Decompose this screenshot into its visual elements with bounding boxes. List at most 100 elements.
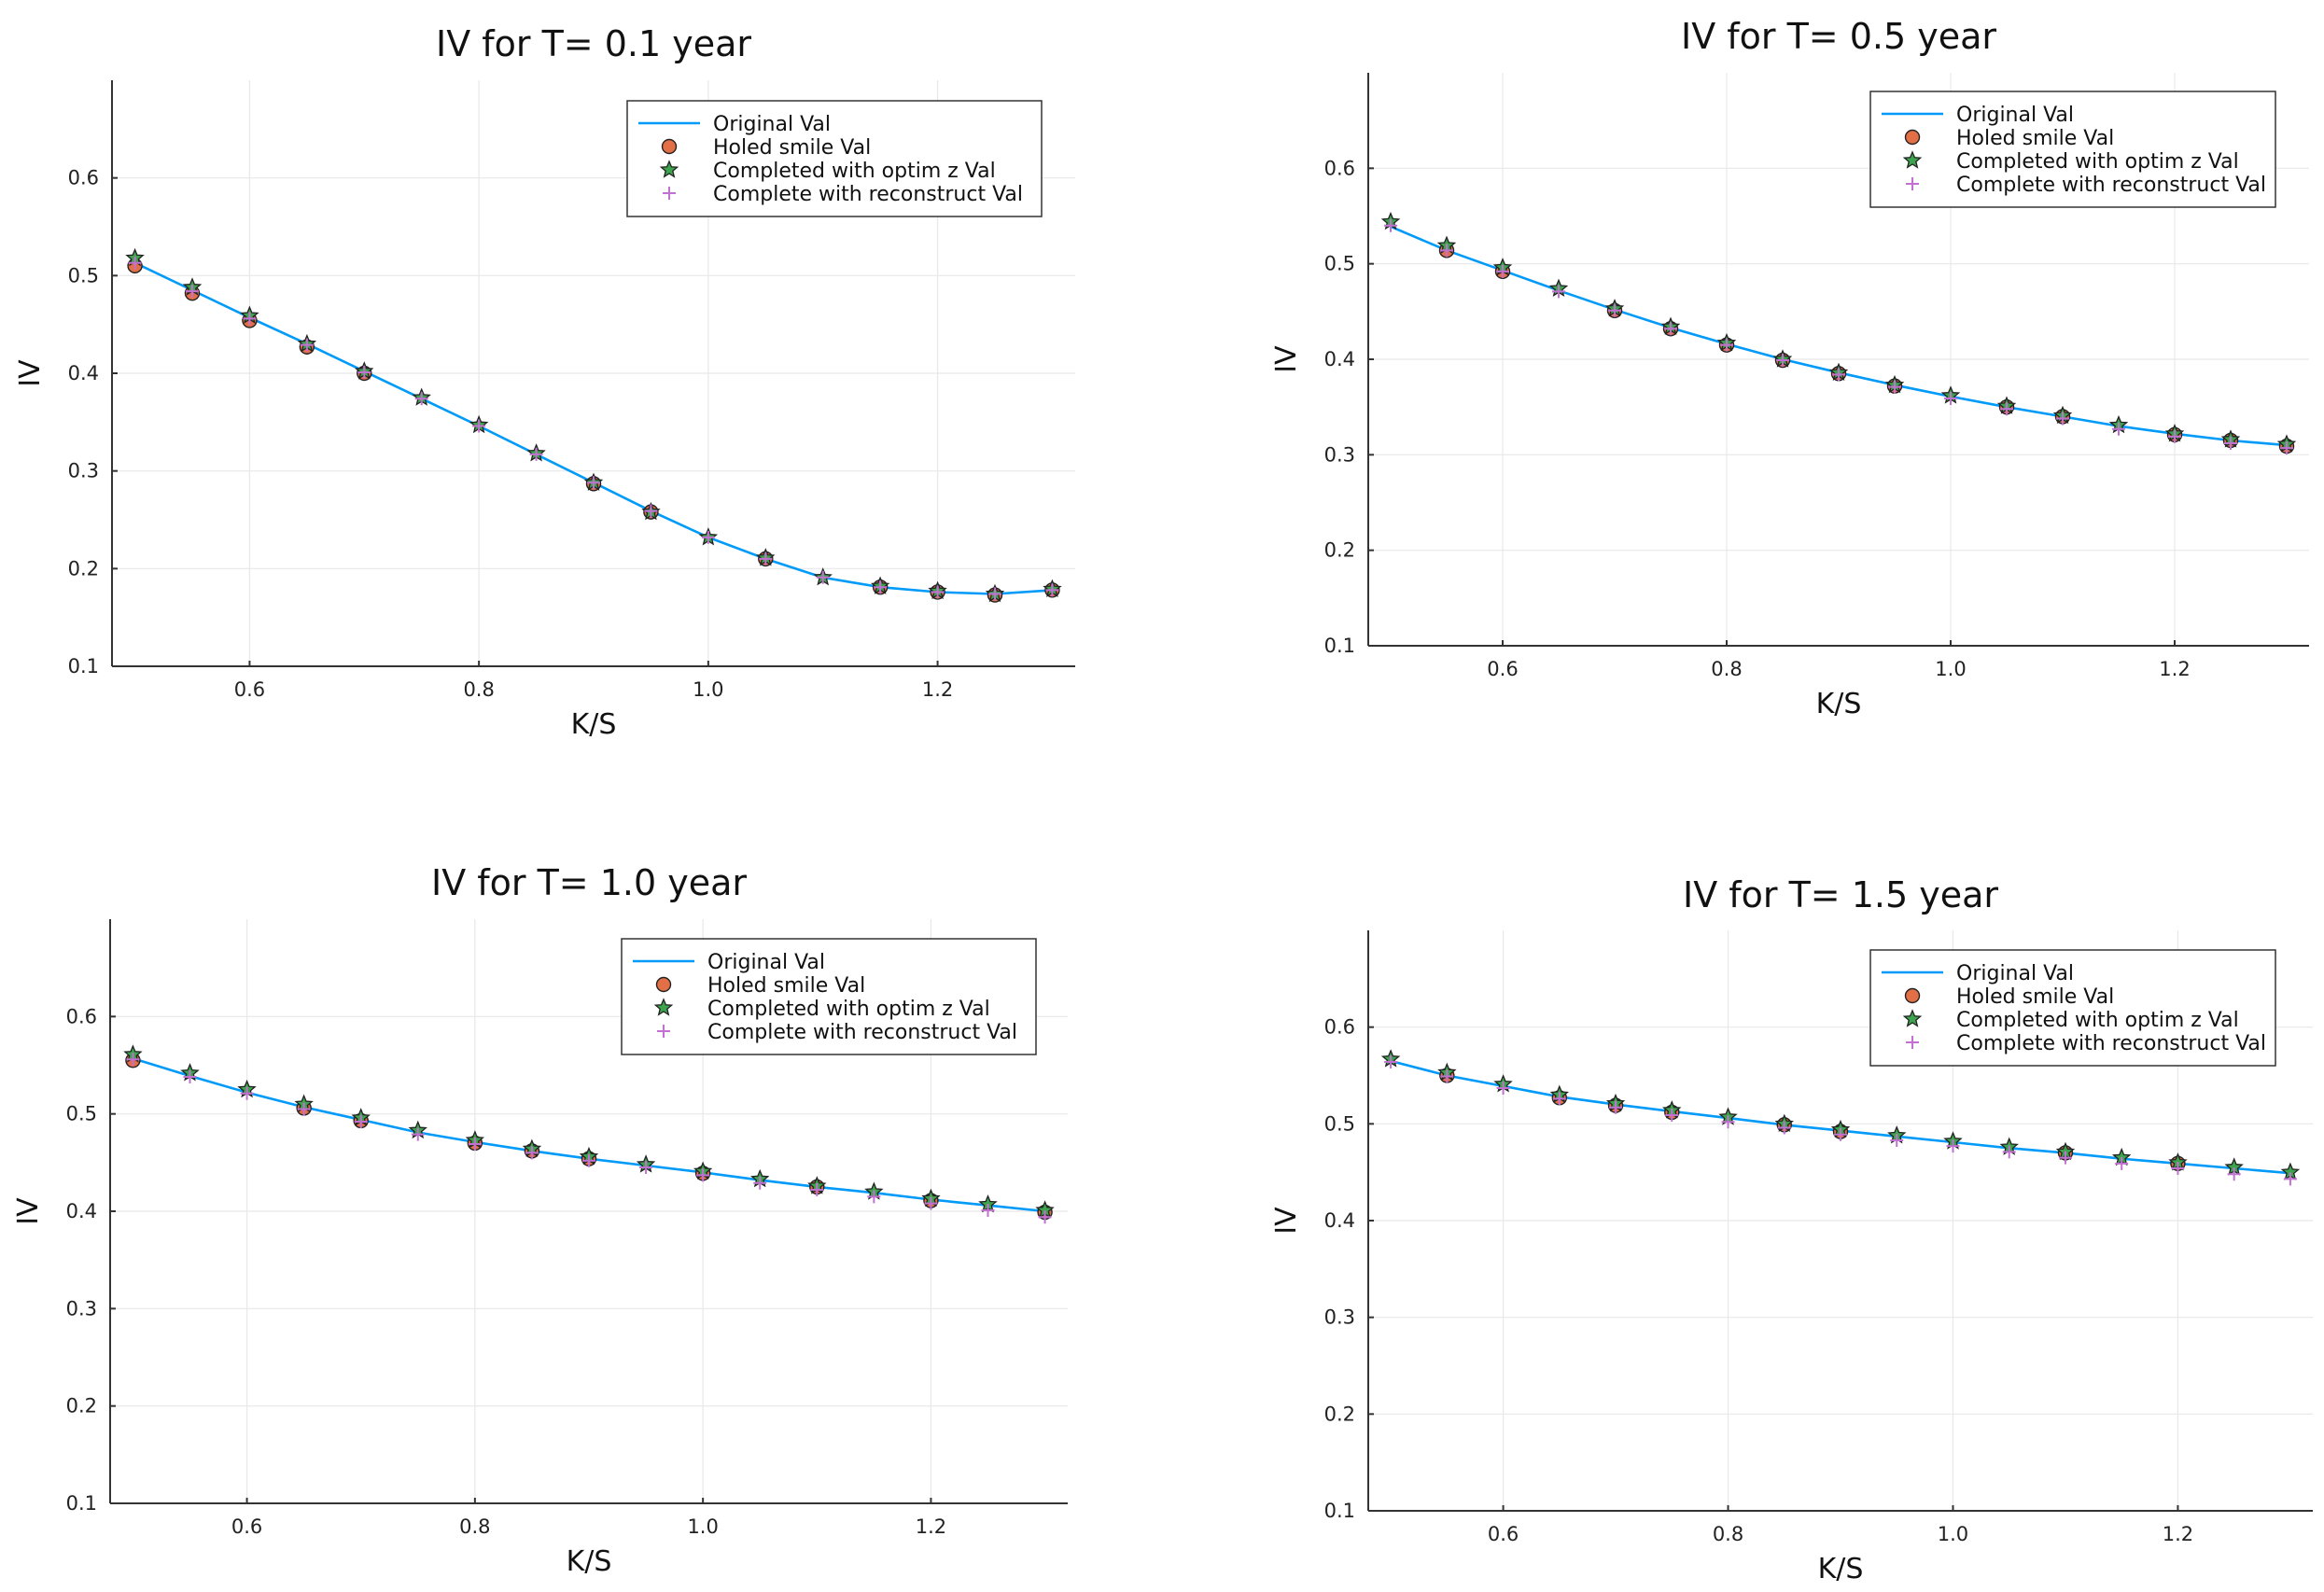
y-tick-label: 0.2 [1324,1403,1355,1425]
x-tick-label: 0.6 [234,678,265,701]
x-tick-label: 1.0 [687,1515,718,1538]
cross-point [128,256,142,270]
legend-label: Original Val [707,951,825,974]
y-tick-label: 0.1 [1324,1500,1355,1522]
legend-label: Holed smile Val [1956,985,2114,1009]
cross-point [1832,368,1845,382]
chart-title: IV for T= 1.5 year [1683,874,1998,915]
legend-label: Holed smile Val [713,136,871,160]
cross-point [582,1153,595,1167]
legend-label: Holed smile Val [1956,127,2114,150]
y-tick-label: 0.4 [1324,1209,1355,1232]
legend-star-swatch [659,160,679,178]
cross-point [867,1190,881,1204]
x-tick-label: 1.2 [2159,658,2190,680]
x-tick-label: 1.2 [916,1515,946,1538]
cross-point [2280,441,2293,455]
cross-point [924,1196,938,1210]
series-line [1390,1059,2291,1175]
legend-box [1869,949,2276,1067]
x-tick-label: 1.0 [1935,658,1966,680]
cross-point [529,447,543,461]
y-tick-label: 0.1 [68,655,99,677]
cross-point [1552,1092,1566,1106]
cross-point [414,392,428,406]
cross-point [1609,1100,1623,1114]
y-tick-label: 0.2 [68,557,99,580]
legend-box [1869,91,2276,208]
x-tick-label: 0.8 [1713,1523,1743,1545]
chart-title: IV for T= 1.0 year [431,862,747,903]
legend-star-swatch [1902,150,1923,169]
y-tick-label: 0.4 [66,1200,97,1222]
x-tick-label: 1.2 [2163,1523,2193,1545]
y-tick-label: 0.3 [68,460,99,482]
chart-title: IV for T= 0.5 year [1681,16,1996,57]
y-tick-label: 0.3 [66,1297,97,1320]
cross-point [297,1102,311,1116]
original-val-line [1390,1059,2291,1175]
cross-point [126,1053,140,1067]
cross-point [2171,1162,2185,1176]
series-circle [1439,1068,2186,1172]
cross-point [759,552,773,566]
cross-point [1440,1069,1454,1083]
cross-point [587,476,600,490]
cross-point [2227,1167,2241,1181]
series-line [133,1056,1045,1213]
series-circle [1438,243,2295,454]
y-tick-label: 0.4 [68,362,99,384]
series-star [1380,211,2297,453]
y-tick-label: 0.5 [1324,1112,1355,1135]
cross-point [186,285,199,299]
cross-point [300,338,314,352]
cross-point [753,1176,767,1190]
cross-point [639,1161,653,1175]
cross-point [1776,354,1789,368]
legend-cross-swatch [663,187,676,200]
x-tick-label: 0.8 [463,678,494,701]
legend-box [621,938,1037,1055]
cross-point [1552,285,1565,299]
cross-point [696,1168,710,1182]
cross-point [243,312,257,326]
cross-point [1384,218,1397,232]
y-axis-label: IV [14,359,47,387]
y-tick-label: 0.1 [1324,635,1355,657]
x-tick-label: 0.8 [459,1515,490,1538]
y-tick-label: 0.5 [1324,253,1355,275]
y-axis-label: IV [1270,345,1303,373]
y-tick-label: 0.6 [1324,157,1355,179]
cross-point [644,504,658,518]
y-tick-label: 0.5 [68,264,99,286]
original-val-line [134,261,1053,595]
legend-label: Original Val [713,113,831,136]
x-tick-label: 0.6 [231,1515,262,1538]
x-axis-label: K/S [571,708,617,741]
series-circle [125,1053,1053,1221]
cross-point [1608,303,1621,317]
legend-label: Completed with optim z Val [1956,1009,2239,1032]
series-star [1380,1049,2301,1180]
cross-point [2224,437,2237,451]
x-axis-label: K/S [1816,688,1862,720]
cross-point [1834,1127,1847,1141]
legend-label: Original Val [1956,104,2074,127]
x-tick-label: 1.2 [922,678,953,701]
legend-circle-swatch [655,976,672,993]
cross-point [1384,1054,1398,1068]
cross-point [183,1070,197,1084]
legend-star-swatch [653,998,674,1016]
cross-point [1721,1115,1735,1129]
cross-point [2000,402,2013,416]
legend-label: Completed with optim z Val [713,160,996,183]
cross-point [981,1203,995,1217]
y-tick-label: 0.4 [1324,348,1355,370]
legend-circle-swatch [1904,987,1921,1004]
cross-point [816,570,830,584]
legend-label: Holed smile Val [707,974,865,998]
